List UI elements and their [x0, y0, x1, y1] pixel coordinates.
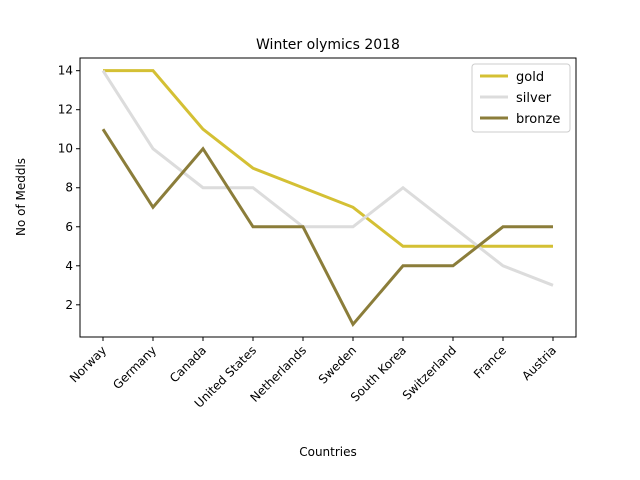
legend: gold silver bronze [471, 63, 571, 133]
y-tick-label: 12 [58, 103, 73, 117]
legend-label-bronze: bronze [516, 112, 560, 127]
y-tick-label: 6 [65, 220, 73, 234]
series-line-bronze [101, 128, 553, 327]
chart-title: Winter olymics 2018 [256, 37, 400, 53]
legend-label-silver: silver [516, 91, 552, 106]
legend-box [471, 63, 571, 133]
y-tick-label: 8 [65, 181, 73, 195]
y-tick-label: 4 [65, 259, 73, 273]
x-axis-label: Countries [299, 445, 357, 459]
y-axis-label: No of Meddls [14, 158, 28, 236]
plot-frame [79, 57, 577, 338]
y-tick-label: 10 [58, 142, 73, 156]
y-tick-label: 2 [65, 298, 73, 312]
legend-label-gold: gold [516, 70, 544, 85]
y-tick-label: 14 [58, 64, 73, 78]
